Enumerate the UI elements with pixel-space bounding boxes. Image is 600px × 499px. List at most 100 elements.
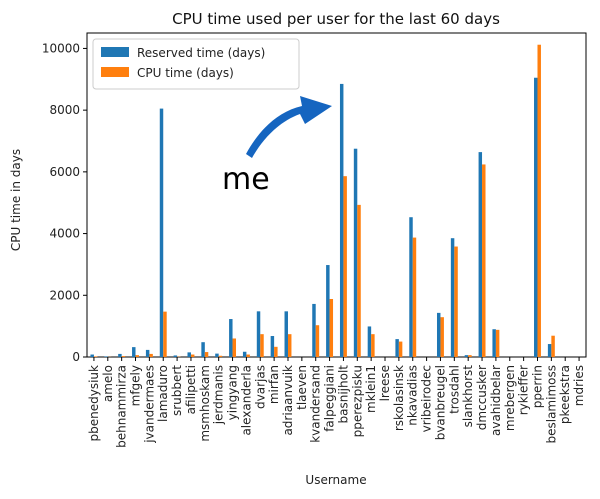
legend-label: CPU time (days)	[137, 66, 234, 80]
x-tick-label: mdries	[572, 365, 586, 406]
bar-cpu	[468, 355, 472, 357]
x-tick-label: lamaduro	[156, 365, 170, 422]
x-tick-label: nkavadias	[406, 365, 420, 426]
bar-reserved	[229, 319, 233, 357]
x-tick-label: vribeirodec	[420, 365, 434, 432]
x-tick-label: bvanbreugel	[433, 365, 447, 440]
x-tick-label: msmhoskam	[198, 365, 212, 442]
x-tick-label: adriaanvuik	[281, 365, 295, 436]
bar-cpu	[190, 354, 195, 357]
x-tick-label: rskolasinsk	[392, 365, 406, 431]
bar-cpu	[93, 356, 98, 357]
bar-reserved	[478, 152, 483, 357]
x-tick-label: falpeggiani	[323, 365, 337, 432]
x-tick-label: mklein1	[364, 365, 378, 413]
bar-cpu	[329, 298, 334, 357]
legend-box	[92, 38, 300, 90]
bar-reserved	[104, 356, 108, 357]
x-tick-label: srubbert	[170, 365, 184, 416]
x-tick-label: pperrin	[530, 365, 544, 408]
x-tick-label: pkeekstra	[558, 365, 572, 424]
bar-cpu	[551, 335, 555, 357]
legend-swatch	[101, 47, 129, 57]
bar-cpu	[274, 346, 278, 357]
x-tick-label: mirfan	[267, 365, 281, 404]
bar-reserved	[312, 303, 316, 357]
y-axis-title: CPU time in days	[9, 149, 23, 251]
bar-reserved	[534, 77, 538, 357]
annotation: me	[222, 96, 332, 197]
x-tick-label: mfgely	[129, 365, 143, 406]
legend-swatch	[101, 67, 129, 77]
bar-cpu	[454, 246, 458, 357]
bar-cpu	[398, 341, 403, 357]
bar-reserved	[242, 351, 247, 357]
legend-label: Reserved time (days)	[137, 46, 265, 60]
x-tick-label: tlaeven	[295, 365, 309, 410]
y-tick-label: 0	[72, 350, 80, 364]
curved-arrow-icon	[246, 96, 332, 158]
bar-reserved	[492, 329, 496, 357]
x-tick-label: pperezpisku	[350, 365, 364, 437]
x-tick-label: pbenedysiuk	[87, 365, 101, 442]
y-tick-label: 10000	[42, 41, 80, 55]
x-tick-label: jvandermaes	[142, 365, 156, 444]
x-tick-label: dmccusker	[475, 365, 489, 430]
bar-cpu	[412, 237, 417, 357]
bar-reserved	[353, 148, 358, 357]
x-tick-label: dvarjas	[253, 365, 267, 409]
x-tick-label: yingyang	[226, 365, 240, 420]
x-tick-label: mrebergen	[503, 365, 517, 431]
bar-cpu	[537, 44, 541, 358]
bar-cpu	[163, 311, 167, 357]
x-tick-label: behnammirza	[115, 365, 129, 448]
bar-reserved	[436, 312, 441, 357]
bar-cpu	[121, 356, 126, 357]
bar-cpu	[260, 334, 264, 357]
bar-reserved	[270, 336, 275, 357]
y-tick-label: 4000	[49, 227, 80, 241]
bar-reserved	[450, 238, 455, 357]
bar-cpu	[246, 354, 250, 357]
bar-cpu	[482, 164, 486, 357]
bar-cpu	[343, 176, 347, 357]
bar-reserved	[256, 311, 261, 357]
bar-cpu	[440, 317, 444, 357]
y-tick-label: 6000	[49, 165, 80, 179]
plot-frame	[86, 32, 587, 358]
bar-reserved	[464, 355, 469, 357]
bar-reserved	[326, 265, 330, 357]
bar-cpu	[357, 204, 361, 357]
bar-reserved	[159, 108, 164, 357]
y-tick-label: 2000	[49, 288, 80, 302]
bar-cpu	[371, 334, 375, 357]
bar-reserved	[201, 342, 205, 357]
x-tick-label: rykieffer	[517, 365, 531, 415]
bar-cpu	[232, 338, 237, 357]
bar-reserved	[145, 349, 150, 357]
bar-cpu	[495, 329, 500, 357]
bar-reserved	[90, 354, 94, 357]
x-tick-label: jerdmanis	[212, 365, 226, 425]
bar-cpu	[149, 353, 153, 357]
y-tick-label: 8000	[49, 103, 80, 117]
chart-title: CPU time used per user for the last 60 d…	[172, 10, 500, 28]
x-tick-label: alexanderla	[239, 365, 253, 436]
bar-reserved	[339, 83, 344, 358]
annotation-text: me	[222, 162, 270, 197]
x-tick-label: kvandersand	[309, 365, 323, 443]
x-tick-label: lreese	[378, 365, 392, 401]
bar-reserved	[132, 347, 136, 357]
bar-cpu	[204, 352, 209, 357]
x-tick-label: basnijholt	[336, 365, 350, 424]
x-tick-label: amelo	[101, 365, 115, 402]
bar-reserved	[187, 352, 191, 357]
x-tick-label: beslamimoss	[544, 365, 558, 444]
bar-cpu	[315, 325, 320, 357]
bar-reserved	[409, 217, 413, 357]
legend: Reserved time (days) CPU time (days)	[92, 38, 300, 90]
bar-reserved	[215, 353, 219, 357]
